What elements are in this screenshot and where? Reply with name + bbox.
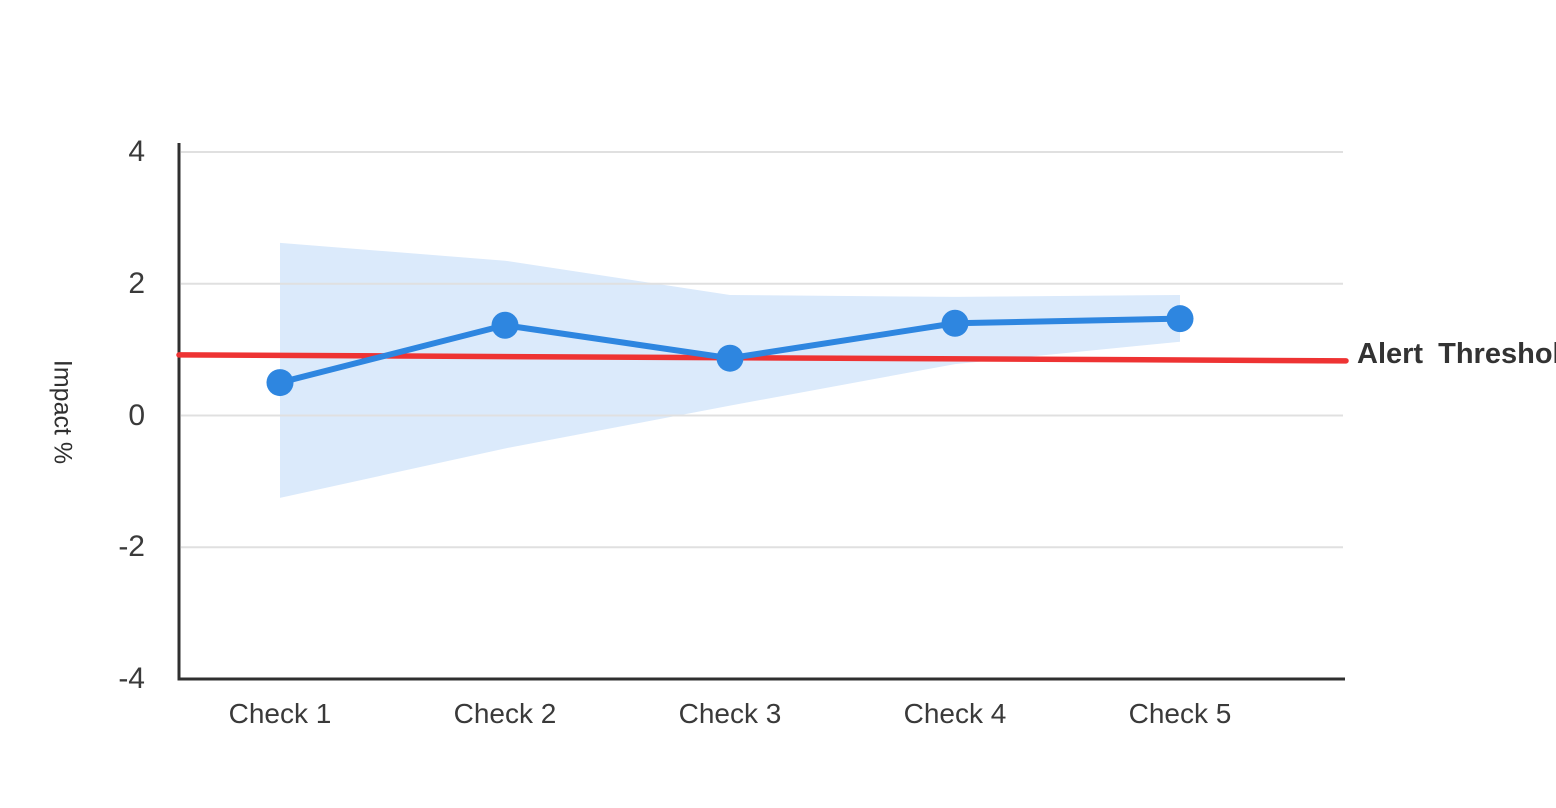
data-point — [1166, 305, 1194, 333]
data-point — [941, 309, 969, 337]
data-point — [491, 311, 519, 339]
data-point — [266, 369, 294, 397]
data-point — [716, 344, 744, 372]
